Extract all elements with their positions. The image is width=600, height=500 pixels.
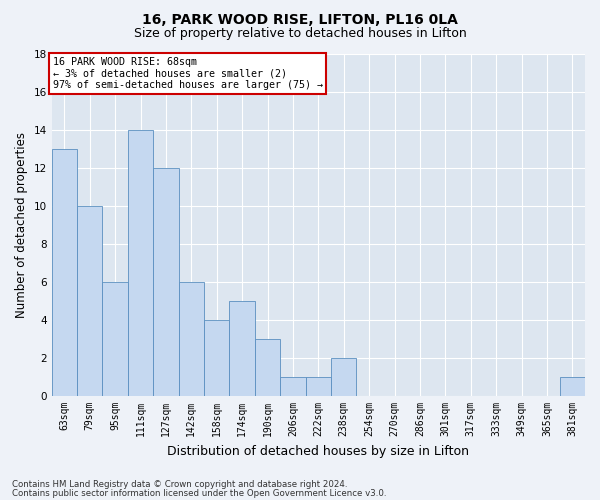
Bar	[204, 320, 229, 396]
Bar	[77, 206, 103, 396]
Bar	[305, 377, 331, 396]
Bar	[52, 149, 77, 396]
Text: 16, PARK WOOD RISE, LIFTON, PL16 0LA: 16, PARK WOOD RISE, LIFTON, PL16 0LA	[142, 12, 458, 26]
Bar	[103, 282, 128, 396]
Bar	[179, 282, 204, 396]
Y-axis label: Number of detached properties: Number of detached properties	[15, 132, 28, 318]
Text: 16 PARK WOOD RISE: 68sqm
← 3% of detached houses are smaller (2)
97% of semi-det: 16 PARK WOOD RISE: 68sqm ← 3% of detache…	[53, 57, 323, 90]
Bar	[229, 301, 255, 396]
Text: Size of property relative to detached houses in Lifton: Size of property relative to detached ho…	[134, 28, 466, 40]
Bar	[255, 339, 280, 396]
Text: Contains HM Land Registry data © Crown copyright and database right 2024.: Contains HM Land Registry data © Crown c…	[12, 480, 347, 489]
Bar	[560, 377, 585, 396]
Bar	[280, 377, 305, 396]
X-axis label: Distribution of detached houses by size in Lifton: Distribution of detached houses by size …	[167, 444, 469, 458]
Bar	[331, 358, 356, 396]
Text: Contains public sector information licensed under the Open Government Licence v3: Contains public sector information licen…	[12, 488, 386, 498]
Bar	[153, 168, 179, 396]
Bar	[128, 130, 153, 396]
